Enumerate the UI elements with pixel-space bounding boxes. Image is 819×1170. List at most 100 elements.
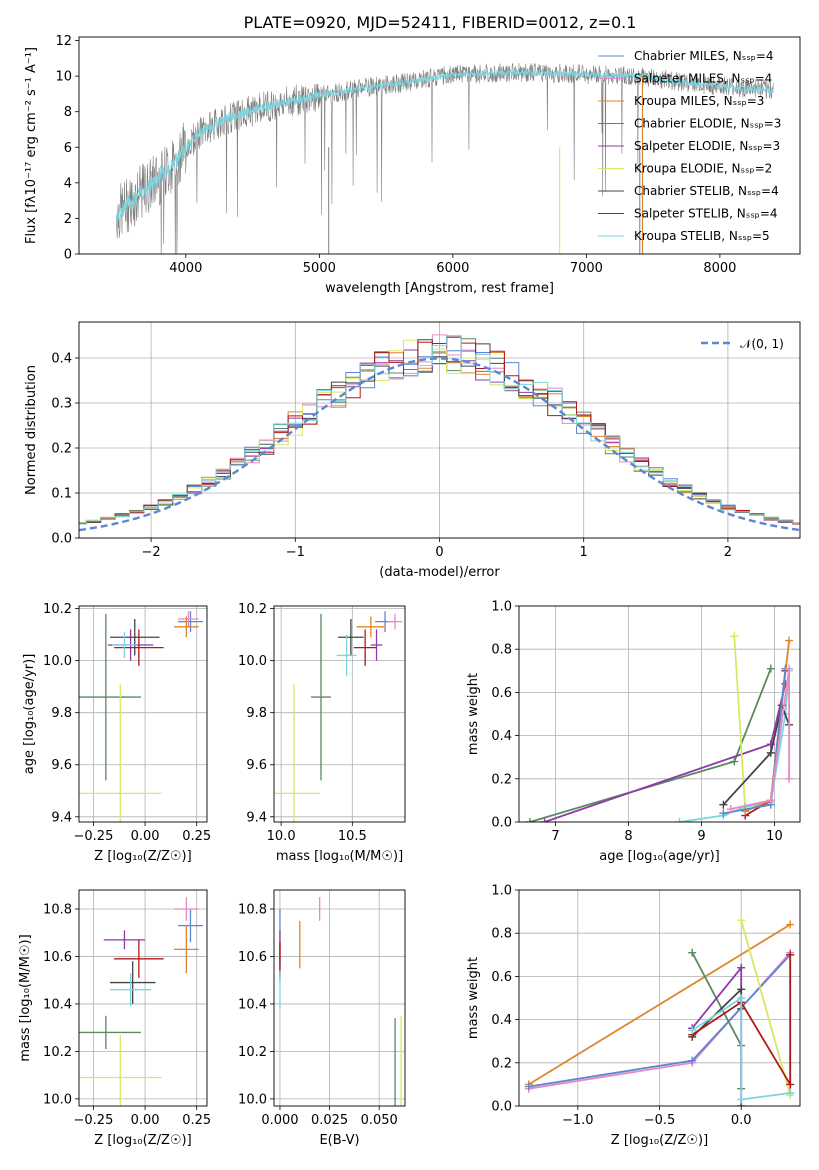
weight-marker [719,800,728,809]
weight-series-line [723,668,787,815]
weight-series-line [691,996,791,1101]
weight_vs_Z-xtick-label: −0.5 [644,1113,676,1128]
spectrum-xtick-label: 8000 [703,261,736,276]
age_vs_mass-axes: 10.0 10.5 9.4 9.6 9.8 10.0 10.2 mass [log₁₀(M/M… [238,602,405,864]
residuals-legend-label: 𝒩(0, 1) [740,337,784,351]
weight-marker [688,1056,697,1065]
spectrum-legend: Chabrier MILES, Nₛₛₚ=4 Salpeter MILES, Nₛ… [598,49,781,243]
age_vs_mass-xtick-label: 10.5 [338,829,367,844]
age_vs_Z-xlabel: Z [log₁₀(Z/Z☉)] [94,849,191,864]
legend-label: Chabrier MILES, Nₛₛₚ=4 [634,49,774,63]
mass_vs_ebv-ytick-label: 10.6 [238,950,267,965]
mass_vs_Z-plot [79,897,203,1106]
age_vs_mass-xtick-label: 10.0 [267,829,296,844]
weight_vs_age-ytick-label: 1.0 [491,600,512,615]
model-spectrum-line [116,69,774,222]
age_vs_mass-ytick-label: 9.8 [246,706,267,721]
weight_vs_age-xtick-label: 8 [624,829,632,844]
weight-marker [786,950,795,959]
weight-marker [786,1080,795,1089]
weight-series-line [740,919,792,1096]
residual-histogram-step [79,339,800,524]
mass_vs_Z-xtick-label: −0.25 [74,1113,114,1128]
mass_vs_Z-ytick-label: 10.4 [43,997,72,1012]
weight_vs_Z-plot [524,916,795,1106]
weight-marker [785,774,794,783]
mass_vs_ebv-ytick-label: 10.8 [238,902,267,917]
mass_vs_Z-xlabel: Z [log₁₀(Z/Z☉)] [94,1133,191,1148]
residuals-xtick-label: 0 [435,545,443,560]
weight_vs_age-ytick-label: 0.2 [491,772,512,787]
residuals-xtick-label: −2 [142,545,161,560]
weight-marker [737,1095,746,1104]
weight_vs_age-xtick-label: 10 [766,829,783,844]
weight_vs_age-ytick-label: 0.8 [491,643,512,658]
weight_vs_age-frame [518,605,801,823]
spectrum-xtick-label: 6000 [436,261,469,276]
weight_vs_Z-ytick-label: 0.2 [491,1056,512,1071]
legend-label: Kroupa ELODIE, Nₛₛₚ=2 [634,162,772,176]
residuals-ytick-label: 0.1 [51,487,72,502]
age_vs_Z-xtick-label: 0.00 [131,829,160,844]
weight-marker [737,963,746,972]
weight_vs_Z-ytick-label: 1.0 [491,884,512,899]
weight_vs_age-plot [525,632,794,822]
age_vs_Z-axes: −0.25 0.00 0.25 9.4 9.6 9.8 10.0 10.2 Z [log₁₀(Z… [22,602,211,864]
weight_vs_Z-frame [518,889,801,1107]
normal-curve [79,357,800,532]
mass_vs_Z-ytick-label: 10.6 [43,950,72,965]
age_vs_mass-plot [274,611,403,822]
residuals-plot [79,334,800,532]
residuals-ytick-label: 0.0 [51,532,72,547]
weight-marker [730,632,739,641]
spectrum-ytick-label: 4 [64,176,72,191]
age_vs_Z-ytick-label: 9.8 [51,706,72,721]
mass_vs_Z-frame [78,889,208,1107]
weight-marker [737,985,746,994]
weight_vs_age-xtick-label: 9 [697,829,705,844]
weight-marker [766,664,775,673]
weight_vs_age-xtick-label: 7 [551,829,559,844]
residuals-frame [78,321,801,539]
mass_vs_ebv-plot [279,897,402,1106]
weight_vs_age-ylabel: mass weight [466,673,481,755]
weight_vs_Z-xtick-label: 0.0 [731,1113,752,1128]
spectrum-plot [116,62,774,254]
weight_vs_age-ytick-label: 0.0 [491,816,512,831]
legend-label: Salpeter MILES, Nₛₛₚ=4 [634,72,772,86]
age_vs_Z-plot [79,611,203,822]
mass_vs_Z-ytick-label: 10.2 [43,1045,72,1060]
residual-histogram-step [79,339,800,524]
weight-marker [766,748,775,757]
weight_vs_Z-ytick-label: 0.4 [491,1013,512,1028]
weight-marker [688,1026,697,1035]
weight-marker [766,796,775,805]
age_vs_Z-xtick-label: −0.25 [74,829,114,844]
residuals-ytick-label: 0.2 [51,442,72,457]
spectrum-ytick-label: 8 [64,105,72,120]
mass_vs_ebv-xlabel: E(B-V) [319,1133,359,1148]
spectrum-ytick-label: 2 [64,212,72,227]
mass_vs_ebv-frame [273,889,406,1107]
weight-marker [525,818,534,822]
mass_vs_Z-axes: −0.25 0.00 0.25 10.0 10.2 10.4 10.6 10.8 Z [log₁… [18,890,211,1148]
weight_vs_Z-ytick-label: 0.6 [491,970,512,985]
age_vs_Z-ylabel: age [log₁₀(age/yr)] [22,654,37,775]
weight_vs_Z-xlabel: Z [log₁₀(Z/Z☉)] [611,1133,708,1148]
spectrum-ytick-label: 12 [55,34,72,49]
weight-marker [785,636,794,645]
age_vs_Z-xtick-label: 0.25 [182,829,211,844]
spectrum-ytick-label: 6 [64,141,72,156]
age_vs_Z-ytick-label: 10.0 [43,654,72,669]
spectrum-ylabel: Flux [fλ10⁻¹⁷ erg cm⁻² s⁻¹ A⁻¹] [24,47,39,244]
weight_vs_age-ytick-label: 0.6 [491,686,512,701]
legend-label: Kroupa MILES, Nₛₛₚ=3 [634,94,764,108]
mass_vs_Z-ylabel: mass [log₁₀(M/M☉)] [18,934,33,1061]
weight_vs_age-xlabel: age [log₁₀(age/yr)] [599,849,720,864]
mass_vs_Z-ytick-label: 10.8 [43,902,72,917]
mass_vs_Z-ytick-label: 10.0 [43,1092,72,1107]
mass_vs_ebv-ytick-label: 10.4 [238,997,267,1012]
weight_vs_Z-xtick-label: −1.0 [562,1113,594,1128]
weight-series-line [679,670,790,822]
mass_vs_ebv-xtick-label: 0.050 [361,1113,398,1128]
